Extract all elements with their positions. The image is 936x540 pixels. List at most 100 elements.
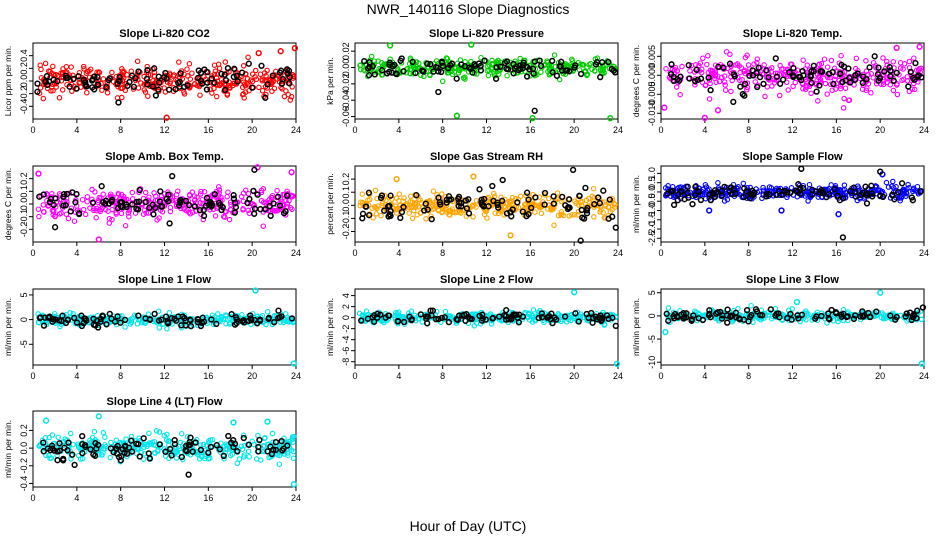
data-point: [727, 51, 733, 58]
data-point: [69, 88, 75, 95]
data-point: [216, 446, 224, 453]
outlier-point: [916, 43, 923, 50]
data-point: [256, 436, 263, 444]
data-point: [240, 317, 247, 324]
data-point: [209, 201, 216, 208]
data-point: [558, 58, 565, 65]
data-point: [181, 205, 187, 211]
outlier-point: [919, 304, 927, 311]
data-point: [70, 75, 77, 83]
data-point: [589, 319, 596, 326]
data-point: [365, 65, 372, 72]
data-point: [503, 210, 511, 217]
data-point: [867, 313, 874, 321]
data-point: [493, 64, 500, 71]
data-point: [143, 75, 151, 83]
outlier-point: [95, 236, 102, 243]
data-point: [197, 446, 205, 454]
data-point: [443, 199, 450, 206]
data-point: [64, 74, 71, 82]
x-tick-label: 12: [159, 493, 169, 503]
data-point: [551, 52, 558, 58]
data-point: [211, 79, 218, 86]
data-point: [556, 76, 563, 83]
data-point: [767, 306, 774, 313]
data-point: [269, 72, 276, 79]
data-point: [773, 191, 780, 198]
data-point: [529, 65, 537, 72]
data-point: [496, 316, 503, 323]
data-point: [813, 88, 820, 95]
data-point: [445, 193, 453, 200]
data-point: [245, 190, 252, 197]
data-point: [115, 77, 122, 84]
data-point: [56, 447, 63, 454]
panel-5: Slope Gas Stream RH0 4 8 12 16 20 24-0.2-0.10.…: [325, 151, 623, 258]
data-point: [152, 92, 160, 99]
data-point: [71, 314, 78, 322]
data-point: [469, 202, 476, 209]
data-point: [424, 206, 431, 213]
panel-title: Slope Line 1 Flow: [118, 274, 211, 286]
data-point: [254, 191, 261, 198]
data-point: [846, 97, 852, 104]
data-point: [727, 313, 734, 321]
data-point: [395, 309, 402, 315]
data-point: [265, 315, 272, 323]
data-point: [458, 61, 465, 68]
data-point: [63, 211, 70, 218]
data-point: [186, 209, 192, 216]
data-point: [73, 85, 80, 92]
data-point: [79, 441, 86, 448]
y-tick-label: -0.2: [19, 86, 29, 102]
data-point: [897, 65, 904, 71]
data-point: [206, 438, 212, 444]
data-point: [365, 212, 373, 219]
data-point: [598, 317, 605, 325]
data-point: [807, 73, 814, 80]
data-point: [515, 67, 522, 74]
data-point: [409, 215, 416, 222]
data-point: [513, 311, 520, 318]
data-point: [824, 64, 831, 70]
data-point: [240, 63, 247, 69]
data-point: [283, 192, 291, 199]
data-point: [916, 65, 923, 72]
x-tick-label: 12: [159, 371, 169, 381]
panel-title: Slope Gas Stream RH: [430, 151, 543, 163]
data-point: [50, 208, 57, 215]
data-point: [288, 93, 295, 100]
data-point: [385, 312, 393, 319]
data-point: [583, 210, 591, 217]
data-point: [598, 59, 606, 66]
data-point: [166, 220, 173, 227]
data-point: [151, 449, 158, 456]
data-point: [47, 68, 53, 75]
data-point: [109, 69, 115, 76]
data-point: [146, 430, 152, 437]
data-point: [569, 58, 576, 64]
data-point: [87, 437, 93, 444]
data-point: [264, 309, 271, 315]
data-point: [133, 198, 140, 206]
outlier-point: [706, 207, 713, 214]
data-point: [492, 75, 500, 82]
data-point: [830, 80, 837, 88]
data-point: [576, 192, 583, 199]
data-point: [427, 307, 434, 314]
x-tick-label: 12: [787, 248, 797, 258]
data-point: [211, 190, 218, 198]
data-point: [674, 197, 681, 204]
data-point: [720, 64, 727, 71]
y-axis-label: degrees C per min.: [3, 168, 13, 240]
x-tick-label: 8: [440, 125, 445, 135]
y-tick-label: 0.02: [341, 42, 351, 60]
data-point: [462, 74, 468, 80]
data-point: [868, 182, 875, 189]
data-point: [224, 193, 230, 200]
data-point: [207, 86, 214, 92]
data-point: [270, 446, 277, 453]
data-point: [612, 204, 618, 210]
data-point: [119, 94, 125, 101]
